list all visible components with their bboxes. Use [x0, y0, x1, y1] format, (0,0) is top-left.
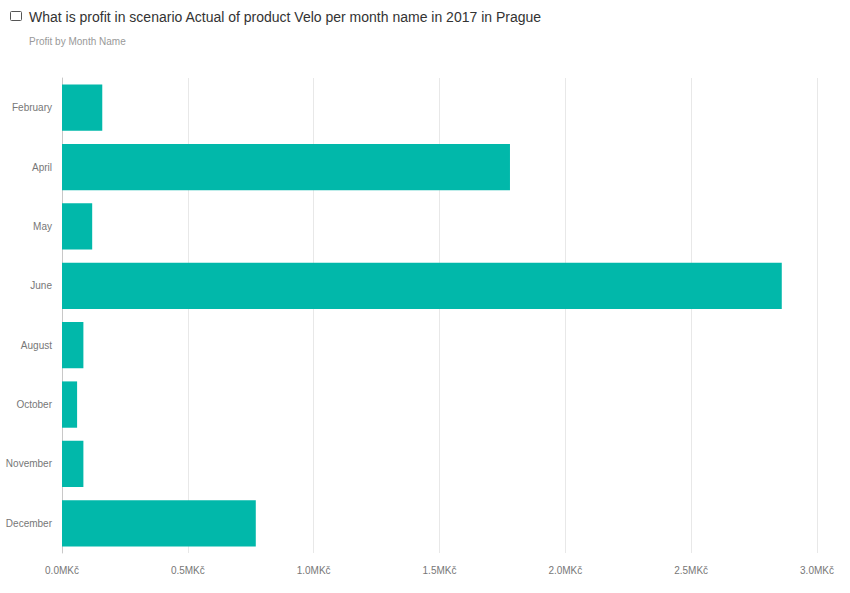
svg-text:1.5MKč: 1.5MKč: [423, 565, 457, 576]
svg-text:February: February: [12, 102, 52, 113]
svg-text:May: May: [33, 221, 52, 232]
svg-text:August: August: [21, 340, 52, 351]
svg-text:0.5MKč: 0.5MKč: [171, 565, 205, 576]
svg-text:2.0MKč: 2.0MKč: [548, 565, 582, 576]
svg-text:0.0MKč: 0.0MKč: [45, 565, 79, 576]
svg-text:1.0MKč: 1.0MKč: [297, 565, 331, 576]
svg-text:What is profit in scenario Act: What is profit in scenario Actual of pro…: [29, 9, 541, 25]
svg-text:Profit by Month Name: Profit by Month Name: [29, 36, 126, 47]
svg-text:November: November: [6, 458, 53, 469]
svg-text:2.5MKč: 2.5MKč: [674, 565, 708, 576]
svg-text:June: June: [30, 280, 52, 291]
svg-text:3.0MKč: 3.0MKč: [800, 565, 834, 576]
svg-text:December: December: [6, 518, 53, 529]
svg-text:April: April: [32, 162, 52, 173]
svg-text:October: October: [16, 399, 52, 410]
